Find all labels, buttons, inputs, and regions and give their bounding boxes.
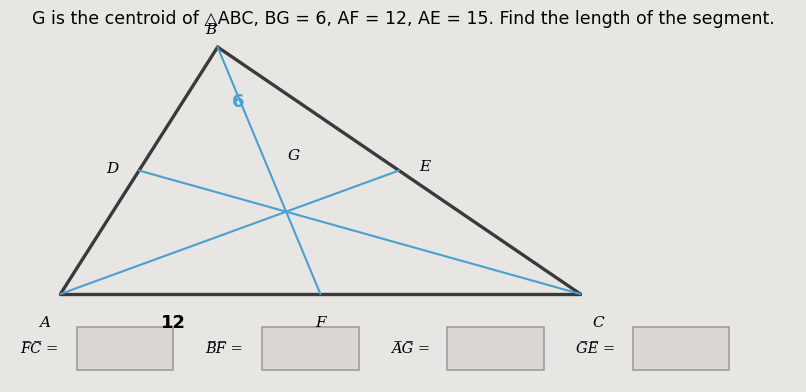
FancyBboxPatch shape xyxy=(262,327,359,370)
FancyBboxPatch shape xyxy=(77,327,173,370)
Text: B̅F̅ =: B̅F̅ = xyxy=(206,342,243,356)
Text: C: C xyxy=(592,316,604,330)
Text: D: D xyxy=(106,162,119,176)
Text: F̅C̅ =: F̅C̅ = xyxy=(20,342,58,356)
Text: B: B xyxy=(206,23,217,37)
Text: A̅G̅ =: A̅G̅ = xyxy=(391,342,430,356)
FancyBboxPatch shape xyxy=(633,327,729,370)
Text: G: G xyxy=(288,149,300,163)
Text: 12: 12 xyxy=(160,314,186,332)
Text: F: F xyxy=(315,316,326,330)
FancyBboxPatch shape xyxy=(447,327,544,370)
Text: 6: 6 xyxy=(231,93,244,111)
Text: E: E xyxy=(419,160,430,174)
Text: A: A xyxy=(39,316,50,330)
Text: G̅E̅ =: G̅E̅ = xyxy=(576,342,616,356)
Text: G is the centroid of △ABC, BG = 6, AF = 12, AE = 15. Find the length of the segm: G is the centroid of △ABC, BG = 6, AF = … xyxy=(31,10,775,28)
